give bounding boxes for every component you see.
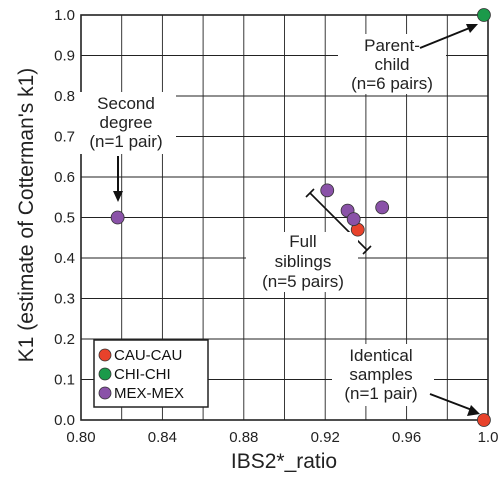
- y-tick-label: 0.6: [54, 169, 75, 186]
- y-tick-label: 0.7: [54, 129, 75, 146]
- data-point-mex-mex: [320, 183, 335, 198]
- data-point-mex-mex: [110, 210, 125, 225]
- annotation-second-degree: Second degree (n=1 pair): [76, 92, 176, 202]
- annotation-line: degree: [100, 113, 153, 132]
- x-tick-label: 0.88: [229, 429, 258, 446]
- data-point-cau-cau: [477, 413, 491, 427]
- annotation-line: Identical: [349, 346, 412, 365]
- annotation-line: (n=5 pairs): [262, 272, 344, 291]
- y-tick-label: 0.3: [54, 291, 75, 308]
- annotation-parent-child: Parent- child (n=6 pairs): [338, 24, 478, 94]
- annotation-line: (n=1 pair): [344, 384, 417, 403]
- arrowhead: [467, 405, 480, 416]
- arrowhead: [113, 191, 123, 202]
- y-axis-title: K1 (estimate of Cotterman's k1): [15, 68, 38, 363]
- arrowhead: [466, 24, 478, 33]
- tick-labels: 0.0 0.1 0.2 0.3 0.4 0.5 0.6 0.7 0.8 0.9 1.0 0.80 0.8…: [54, 7, 498, 446]
- annotation-line: child: [375, 55, 410, 74]
- y-tick-label: 1.0: [54, 7, 75, 24]
- y-tick-label: 0.5: [54, 210, 75, 227]
- y-tick-label: 0.0: [54, 412, 75, 429]
- legend-label: CAU-CAU: [114, 347, 182, 364]
- annotation-line: (n=6 pairs): [351, 74, 433, 93]
- y-tick-label: 0.8: [54, 88, 75, 105]
- siblings-bracket-end: [362, 245, 372, 255]
- legend-marker-cau-cau: [98, 348, 112, 362]
- siblings-bracket-end: [305, 188, 315, 198]
- x-tick-label: 0.96: [392, 429, 421, 446]
- x-axis-title: IBS2*_ratio: [231, 450, 337, 473]
- annotation-line: (n=1 pair): [89, 132, 162, 151]
- data-point-mex-mex: [346, 212, 361, 227]
- annotation-full-siblings: Full siblings (n=5 pairs): [246, 188, 372, 292]
- x-tick-label: 0.84: [148, 429, 177, 446]
- annotation-line: Parent-: [364, 36, 420, 55]
- annotation-arrow: [429, 393, 473, 411]
- legend-label: MEX-MEX: [114, 385, 184, 402]
- annotation-line: siblings: [275, 252, 332, 271]
- y-tick-label: 0.1: [54, 372, 75, 389]
- annotation-line: Second: [97, 94, 155, 113]
- data-point-chi-chi: [477, 8, 491, 22]
- legend-marker-chi-chi: [98, 367, 112, 381]
- y-tick-label: 0.4: [54, 250, 75, 267]
- legend-box: [93, 339, 209, 408]
- legend-label: CHI-CHI: [114, 366, 171, 383]
- x-tick-label: 0.92: [311, 429, 340, 446]
- plot-frame: [80, 14, 489, 421]
- annotation-arrow: [419, 26, 473, 49]
- y-tick-label: 0.9: [54, 48, 75, 65]
- x-tick-label: 0.80: [66, 429, 95, 446]
- y-tick-label: 0.2: [54, 331, 75, 348]
- annotation-line: samples: [349, 365, 412, 384]
- annotation-line: Full: [289, 232, 316, 251]
- legend-marker-mex-mex: [98, 386, 112, 400]
- x-tick-label: 1.0: [478, 429, 499, 446]
- legend: CAU-CAU CHI-CHI MEX-MEX: [93, 339, 209, 408]
- data-points: [110, 8, 491, 427]
- data-point-mex-mex: [375, 200, 390, 215]
- annotation-identical-samples: Identical samples (n=1 pair): [332, 344, 480, 416]
